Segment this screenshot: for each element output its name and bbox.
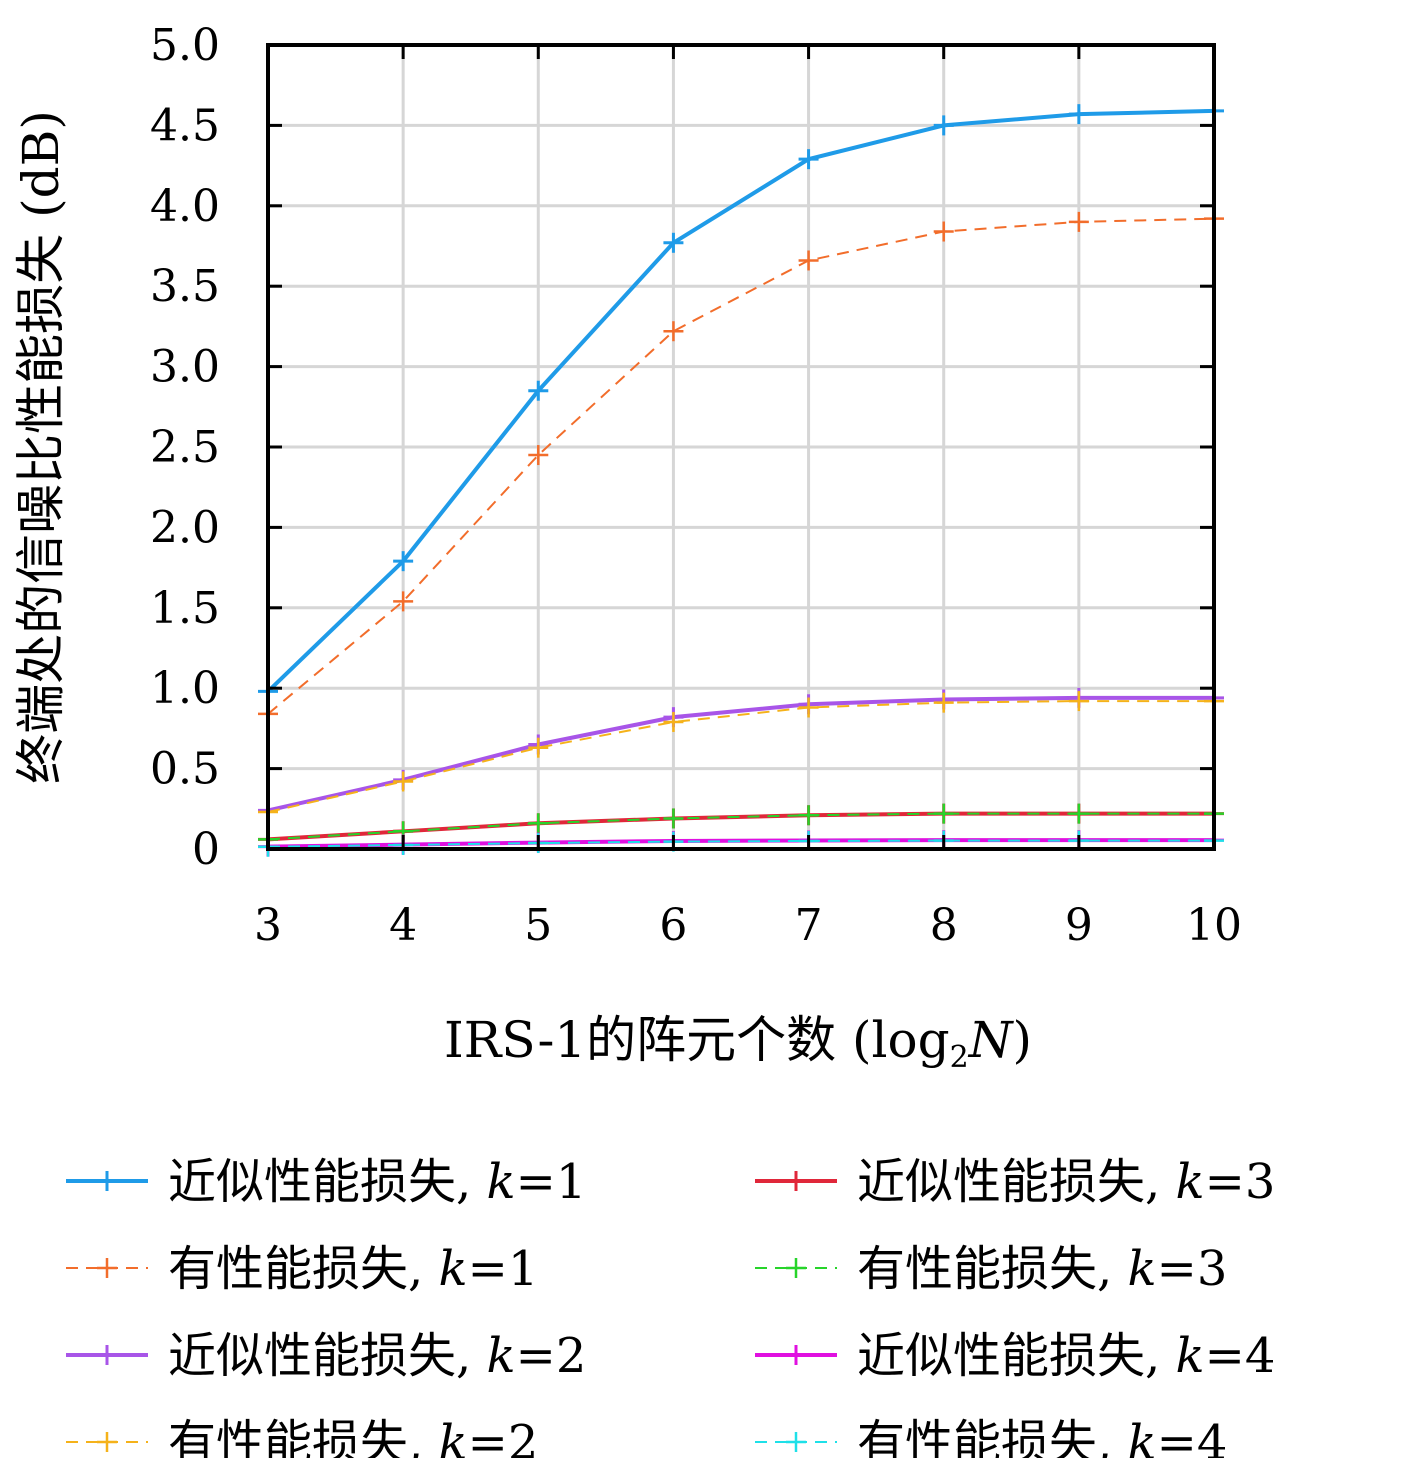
legend: 近似性能损失, k=1 有性能损失, k=1 近似性能损失, k=2 有性能损失, k… [66,1154,1275,1458]
series-4 [258,691,1224,823]
legend-label: 有性能损失, k=1 [168,1241,538,1297]
x-tick-label: 8 [930,900,958,951]
legend-label: 近似性能损失, k=3 [857,1154,1275,1210]
legend-item-6: 有性能损失, k=3 [755,1241,1227,1297]
series-line [267,700,1214,813]
x-tick-label: 6 [659,900,687,951]
series-line [267,695,1214,813]
legend-item-2: 有性能损失, k=1 [66,1241,538,1297]
y-axis-title: 终端处的信噪比性能损失 (dB) [12,110,70,784]
y-tick-label: 0.5 [150,744,220,795]
legend-item-4: 有性能损失, k=2 [66,1415,538,1458]
y-tick-label: 3.5 [150,261,220,312]
y-tick-label: 5.0 [150,20,220,71]
y-tick-label: 1.0 [150,663,220,714]
x-axis-title: IRS-1的阵元个数 (log2N) [444,1011,1032,1075]
legend-label: 有性能损失, k=4 [857,1415,1227,1458]
legend-item-5: 近似性能损失, k=3 [755,1154,1275,1210]
ticks [266,43,1216,851]
y-tick-label: 4.0 [150,181,220,232]
legend-item-7: 近似性能损失, k=4 [755,1328,1275,1384]
y-tick-label: 0 [192,824,220,875]
x-tick-label: 4 [389,900,417,951]
legend-label: 近似性能损失, k=1 [168,1154,586,1210]
legend-label: 近似性能损失, k=4 [857,1328,1275,1384]
series-line [267,811,1214,842]
x-tick-label: 7 [795,900,823,951]
series-line [267,839,1214,848]
legend-item-3: 近似性能损失, k=2 [66,1328,586,1384]
series-line [267,217,1215,715]
grid [266,43,1216,851]
y-tick-label: 4.5 [150,100,220,151]
legend-item-1: 近似性能损失, k=1 [66,1154,586,1210]
x-tick-label: 10 [1186,900,1242,951]
legend-label: 近似性能损失, k=2 [168,1328,586,1384]
legend-label: 有性能损失, k=3 [857,1241,1227,1297]
series-line [266,108,1215,693]
y-tick-label: 3.0 [150,342,220,393]
x-tick-label: 3 [254,900,282,951]
series-line [267,812,1214,841]
legend-label: 有性能损失, k=2 [168,1415,538,1458]
y-tick-label: 1.5 [150,583,220,634]
x-tick-label: 9 [1065,900,1093,951]
tick-labels: 0 0.5 1.0 1.5 2.0 2.5 3.0 3.5 4.0 4.5 5.0 3 4 5 6 7 8 9 10 [150,20,1242,951]
legend-item-8: 有性能损失, k=4 [755,1415,1227,1458]
x-tick-label: 5 [524,900,552,951]
y-tick-label: 2.0 [150,502,220,553]
y-tick-label: 2.5 [150,422,220,473]
